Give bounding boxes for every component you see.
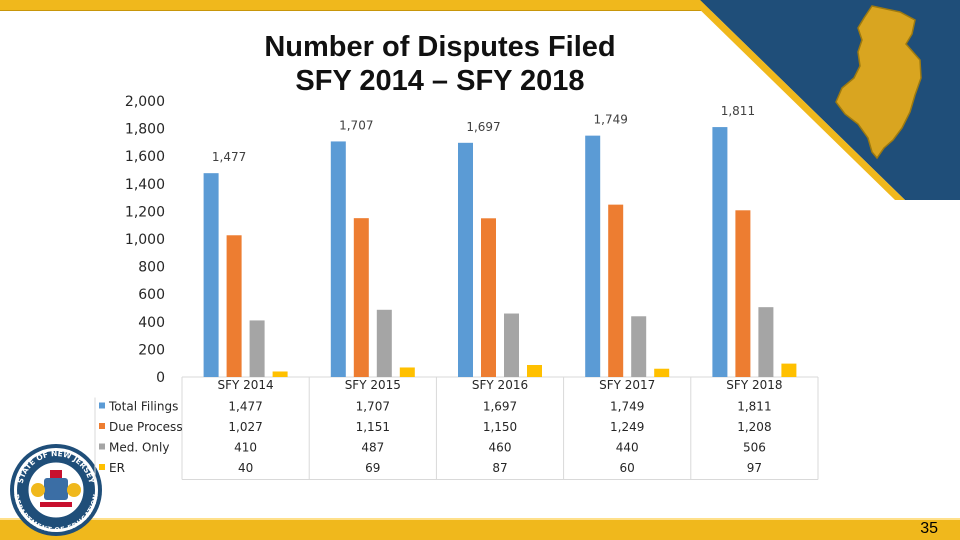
gold-corner-stripe: [690, 0, 905, 200]
table-cell-value: 1,151: [356, 420, 390, 434]
legend-key-er: [99, 464, 105, 470]
data-label-total: 1,749: [594, 113, 628, 127]
table-cell-value: 440: [616, 441, 639, 455]
data-label-total: 1,477: [212, 150, 246, 164]
table-cell-value: 460: [489, 441, 512, 455]
y-tick-label: 1,200: [125, 204, 165, 220]
y-tick-label: 1,000: [125, 232, 165, 248]
bar-total-filings: [330, 141, 346, 377]
table-cell-value: 97: [747, 461, 762, 475]
bar-med-only: [758, 307, 774, 377]
x-tick-label: SFY 2018: [726, 378, 782, 392]
data-label-total: 1,697: [466, 120, 500, 134]
table-cell-value: 1,208: [737, 420, 771, 434]
slide-title-line-1: Number of Disputes Filed: [264, 31, 616, 63]
slide-title: Number of Disputes Filed SFY 2014 – SFY …: [190, 30, 690, 98]
x-tick-label: SFY 2015: [345, 378, 401, 392]
bar-med-only: [376, 309, 392, 377]
bar-er: [654, 368, 670, 377]
table-cell-value: 69: [365, 461, 380, 475]
x-tick-label: SFY 2016: [472, 378, 528, 392]
x-tick-label: SFY 2017: [599, 378, 655, 392]
slide-title-line-2: SFY 2014 – SFY 2018: [295, 65, 585, 97]
y-tick-label: 1,600: [125, 149, 165, 165]
table-cell-value: 487: [361, 441, 384, 455]
data-label-total: 1,811: [721, 104, 755, 118]
y-tick-label: 0: [156, 370, 165, 386]
new-jersey-map-icon: [835, 5, 922, 160]
legend-entry: Due Process: [109, 420, 183, 434]
data-label-total: 1,707: [339, 118, 373, 132]
bar-er: [527, 364, 542, 377]
y-tick-label: 200: [138, 342, 165, 358]
top-gold-bar: [0, 0, 745, 10]
legend-key-due-process: [99, 423, 105, 429]
bar-med-only: [249, 320, 265, 377]
bar-due-process: [608, 204, 624, 377]
x-tick-label: SFY 2014: [217, 378, 273, 392]
page-number: 35: [920, 520, 938, 537]
table-cell-value: 40: [238, 461, 253, 475]
legend-entry: Total Filings: [108, 400, 178, 414]
nj-doe-seal-icon: STATE OF NEW JERSEY DEPARTMENT OF EDUCAT…: [10, 444, 102, 536]
bar-er: [272, 371, 288, 377]
bottom-gold-bar-highlight: [0, 518, 960, 520]
y-tick-label: 400: [138, 315, 165, 331]
table-cell-value: 1,477: [228, 400, 262, 414]
table-cell-value: 87: [492, 461, 507, 475]
legend-entry: ER: [109, 461, 125, 475]
bar-total-filings: [458, 142, 473, 377]
bar-due-process: [735, 210, 751, 377]
table-cell-value: 1,150: [483, 420, 517, 434]
y-tick-label: 600: [138, 287, 165, 303]
table-cell-value: 1,749: [610, 400, 644, 414]
bottom-gold-bar: [0, 519, 960, 540]
table-cell-value: 60: [620, 461, 635, 475]
table-cell-value: 1,811: [737, 400, 771, 414]
bar-due-process: [481, 218, 496, 377]
y-tick-label: 1,400: [125, 177, 165, 193]
legend-key-total-filings: [99, 402, 105, 409]
y-tick-label: 1,800: [125, 122, 165, 138]
table-cell-value: 410: [234, 441, 257, 455]
table-cell-value: 1,697: [483, 400, 517, 414]
bar-due-process: [226, 235, 242, 377]
bar-due-process: [353, 218, 369, 377]
bar-med-only: [504, 313, 519, 377]
legend-key-med-only: [99, 443, 105, 450]
bar-total-filings: [203, 173, 219, 377]
table-cell-value: 506: [743, 441, 766, 455]
y-tick-label: 800: [138, 260, 165, 276]
table-cell-value: 1,707: [356, 400, 390, 414]
legend-entry: Med. Only: [109, 441, 169, 455]
y-tick-label: 2,000: [125, 94, 165, 110]
top-gold-bar-shadow: [0, 10, 745, 11]
bar-er: [781, 363, 797, 377]
table-cell-value: 1,249: [610, 420, 644, 434]
bar-med-only: [631, 316, 647, 377]
table-cell-value: 1,027: [228, 420, 262, 434]
bar-total-filings: [585, 135, 601, 377]
bar-total-filings: [712, 127, 728, 377]
bar-er: [399, 367, 415, 377]
